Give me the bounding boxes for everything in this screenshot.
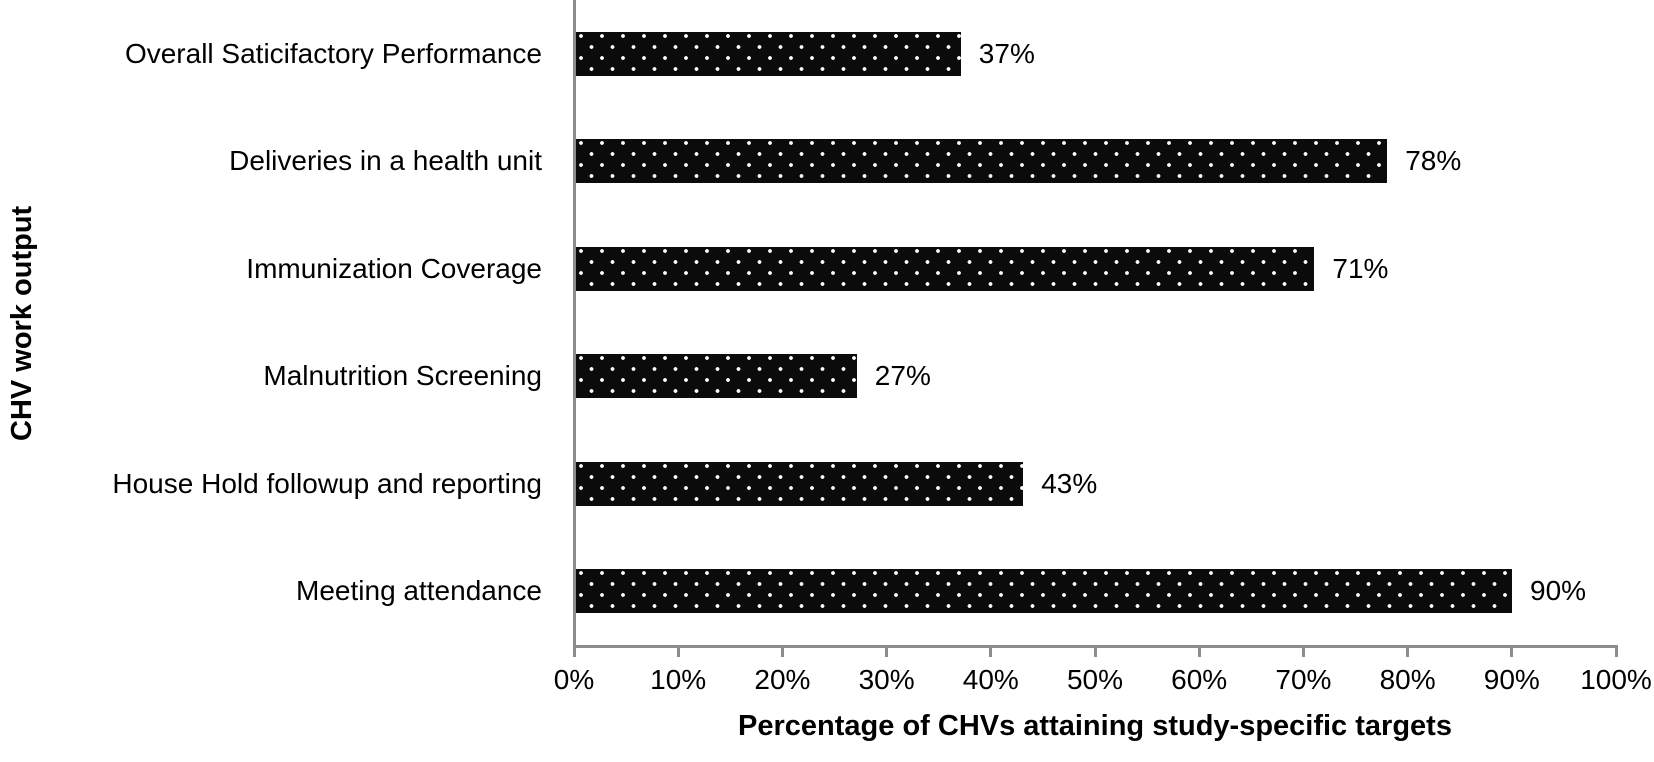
chart-row: House Hold followup and reporting 43% <box>112 430 1616 538</box>
x-tick-label: 10% <box>650 664 707 695</box>
x-tick-label: 70% <box>1275 664 1332 695</box>
category-label: Overall Saticifactory Performance <box>124 37 542 69</box>
chart-row: Deliveries in a health unit 78% <box>229 108 1616 216</box>
category-label: Deliveries in a health unit <box>229 145 542 177</box>
chart-row: Meeting attendance 90% <box>296 538 1616 646</box>
x-tick-mark <box>1510 645 1514 657</box>
x-tick-mark <box>1406 645 1410 657</box>
x-tick-mark <box>885 645 889 657</box>
x-tick-mark <box>676 645 680 657</box>
y-axis-title: CHV work output <box>6 205 38 441</box>
chart-row: Malnutrition Screening 27% <box>263 323 1616 431</box>
bar-2 <box>576 139 1388 184</box>
x-tick-label: 0% <box>553 664 595 695</box>
bar-3 <box>576 246 1315 291</box>
bar-4 <box>576 354 857 399</box>
category-label: Immunization Coverage <box>246 252 542 284</box>
x-tick-mark <box>1093 645 1097 657</box>
y-axis-line <box>573 0 576 657</box>
x-tick-mark <box>1301 645 1305 657</box>
x-tick-mark <box>1197 645 1201 657</box>
x-tick-label: 20% <box>754 664 811 695</box>
x-tick-label: 80% <box>1379 664 1436 695</box>
data-label: 37% <box>978 37 1035 69</box>
x-tick-mark <box>780 645 784 657</box>
bar-1 <box>576 31 961 76</box>
category-label: House Hold followup and reporting <box>112 467 542 499</box>
x-axis-title: Percentage of CHVs attaining study-speci… <box>738 710 1452 742</box>
x-tick-label: 30% <box>858 664 915 695</box>
data-label: 71% <box>1332 252 1389 284</box>
data-label: 43% <box>1041 467 1098 499</box>
data-label: 27% <box>874 360 931 392</box>
x-tick-mark <box>989 645 993 657</box>
data-label: 90% <box>1530 575 1587 607</box>
x-tick-label: 90% <box>1483 664 1540 695</box>
chart-row: Overall Saticifactory Performance 37% <box>125 0 1616 108</box>
data-label: 78% <box>1405 145 1462 177</box>
category-label: Meeting attendance <box>296 575 542 607</box>
x-tick-mark <box>1614 645 1618 657</box>
bar-5 <box>576 461 1024 506</box>
x-tick-label: 50% <box>1066 664 1124 695</box>
x-tick-label: 60% <box>1171 664 1228 695</box>
x-tick-label: 100% <box>1580 664 1652 695</box>
chart-row: Immunization Coverage 71% <box>246 215 1616 323</box>
bar-6 <box>576 569 1512 614</box>
category-label: Malnutrition Screening <box>263 360 542 392</box>
x-tick-label: 40% <box>962 664 1019 695</box>
plot-area: Overall Saticifactory Performance 37% Deli… <box>112 0 1616 646</box>
